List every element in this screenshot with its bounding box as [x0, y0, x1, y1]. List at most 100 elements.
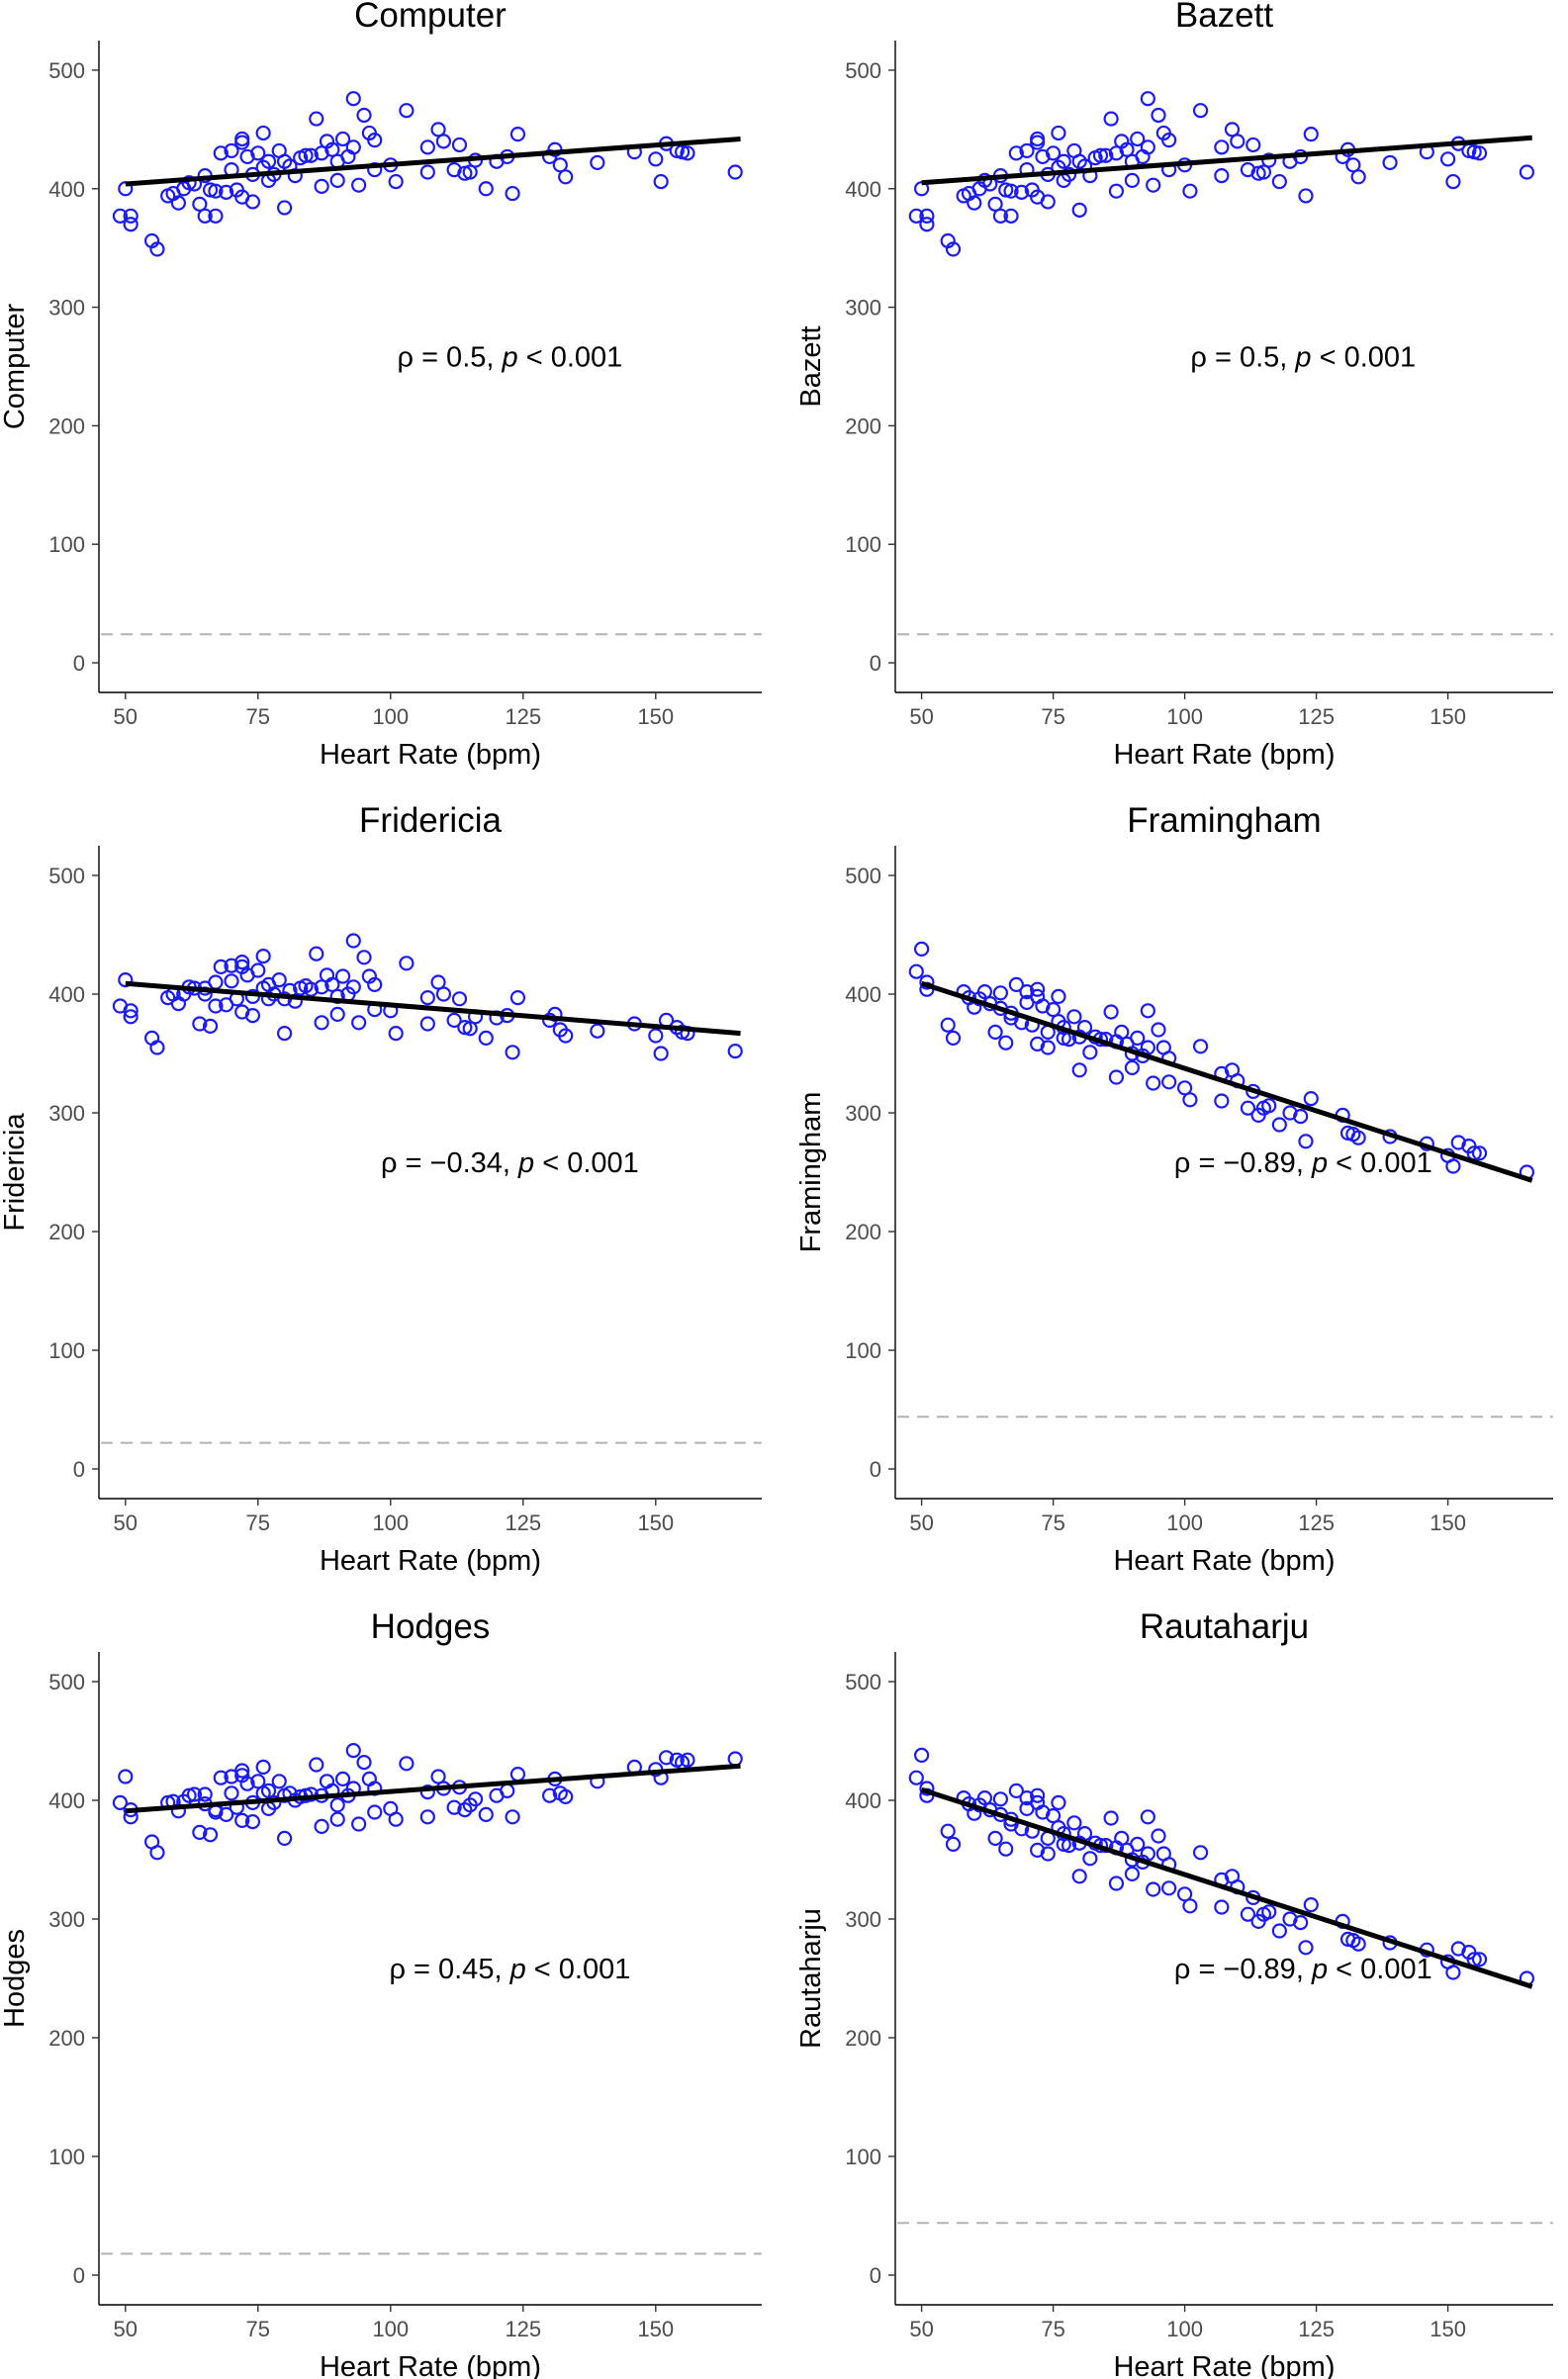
y-tick-label: 500 [845, 58, 881, 83]
data-point [419, 139, 435, 155]
p-label: < 0.001 [526, 1954, 631, 1985]
data-point [1030, 981, 1046, 997]
data-point [680, 145, 695, 161]
correlation-annotation: ρ = −0.89, p < 0.001 [1174, 1147, 1432, 1179]
correlation-annotation: ρ = 0.45, p < 0.001 [389, 1954, 630, 1985]
data-point [202, 1827, 219, 1843]
data-point [419, 1016, 435, 1032]
data-point [303, 147, 319, 163]
data-point [590, 154, 605, 171]
data-point [509, 989, 526, 1006]
rho-label: ρ = −0.34, [381, 1147, 518, 1179]
data-point [509, 1766, 526, 1783]
data-point [192, 1016, 208, 1032]
data-point [919, 1781, 935, 1796]
data-point [1119, 141, 1135, 157]
data-point [446, 1799, 462, 1815]
data-point [1040, 194, 1056, 210]
data-point [940, 1823, 956, 1839]
data-point [1098, 147, 1114, 163]
data-point [1303, 1090, 1319, 1107]
data-point [1298, 188, 1314, 204]
chart-title: Fridericia [359, 801, 502, 840]
data-point [303, 981, 319, 997]
y-tick-label: 500 [48, 58, 85, 83]
data-point [314, 178, 329, 194]
data-point [505, 1809, 520, 1825]
data-point [1124, 172, 1141, 188]
data-point [1146, 1075, 1161, 1091]
x-axis-title: Heart Rate (bpm) [1113, 1545, 1335, 1577]
data-point [1350, 1130, 1366, 1145]
data-point [945, 241, 962, 257]
data-point [208, 208, 224, 224]
data-point [255, 125, 271, 141]
data-point [419, 989, 435, 1006]
data-point [1303, 127, 1319, 142]
data-point [1014, 184, 1030, 200]
data-point [1471, 1145, 1488, 1161]
data-point [1051, 988, 1066, 1005]
data-point [197, 1786, 213, 1802]
data-point [1471, 145, 1488, 161]
data-point [992, 1791, 1009, 1807]
chart-panel-rautaharju: Rautaharju 0 100 200 300 400 500 50 75 100 125 150 H… [795, 1607, 1553, 2379]
data-point [1151, 107, 1166, 124]
data-point [202, 1018, 219, 1035]
y-tick-label: 100 [48, 2145, 85, 2169]
y-tick-label: 0 [73, 2263, 85, 2288]
data-point [1182, 1092, 1198, 1108]
data-point [1045, 1807, 1061, 1824]
rho-label: ρ = 0.5, [398, 342, 503, 374]
data-point [329, 1811, 345, 1827]
data-point [1108, 1876, 1125, 1891]
data-point [1124, 1866, 1141, 1882]
x-tick-label: 50 [909, 1510, 933, 1535]
p-symbol: p [1311, 1954, 1328, 1985]
y-axis-title: Bazett [795, 325, 827, 407]
x-tick-label: 50 [114, 2317, 138, 2341]
data-point [314, 979, 329, 995]
data-point [1439, 151, 1456, 167]
data-point [419, 1809, 435, 1825]
data-point [123, 1009, 138, 1025]
data-point [976, 1789, 993, 1806]
x-tick-label: 125 [505, 704, 541, 729]
y-tick-label: 0 [73, 651, 85, 676]
y-tick-label: 300 [845, 1907, 881, 1932]
chart-panel-hodges: Hodges 0 100 200 300 400 500 50 75 100 125 150 Heart… [0, 1607, 762, 2379]
x-tick-label: 50 [114, 704, 138, 729]
data-point [388, 1025, 404, 1042]
data-point [478, 1030, 494, 1047]
x-tick-label: 75 [246, 2317, 270, 2341]
rho-label: ρ = −0.89, [1174, 1147, 1312, 1179]
trend-line [921, 135, 1532, 186]
data-point [919, 208, 935, 224]
data-point [478, 181, 494, 197]
y-tick-label: 300 [845, 1101, 881, 1126]
data-point [399, 956, 415, 971]
p-symbol: p [517, 1147, 534, 1179]
data-point [1161, 133, 1177, 148]
data-point [192, 1824, 208, 1841]
data-point [919, 217, 935, 232]
y-tick-label: 0 [73, 1457, 85, 1482]
data-point [1019, 142, 1035, 159]
data-point [1271, 1923, 1287, 1939]
data-point [345, 1742, 361, 1759]
x-axis-title: Heart Rate (bpm) [320, 2351, 541, 2379]
rho-label: ρ = 0.45, [389, 1954, 509, 1985]
data-point [727, 1751, 743, 1767]
data-point [329, 1797, 345, 1813]
data-point [149, 1845, 165, 1861]
x-tick-label: 100 [372, 704, 409, 729]
data-point [992, 985, 1009, 1001]
data-point [244, 1007, 261, 1024]
data-point [1108, 183, 1125, 199]
data-point [356, 950, 372, 965]
data-point [234, 1763, 250, 1779]
data-point [462, 164, 478, 180]
y-tick-label: 400 [845, 177, 881, 202]
data-point [1255, 164, 1272, 180]
